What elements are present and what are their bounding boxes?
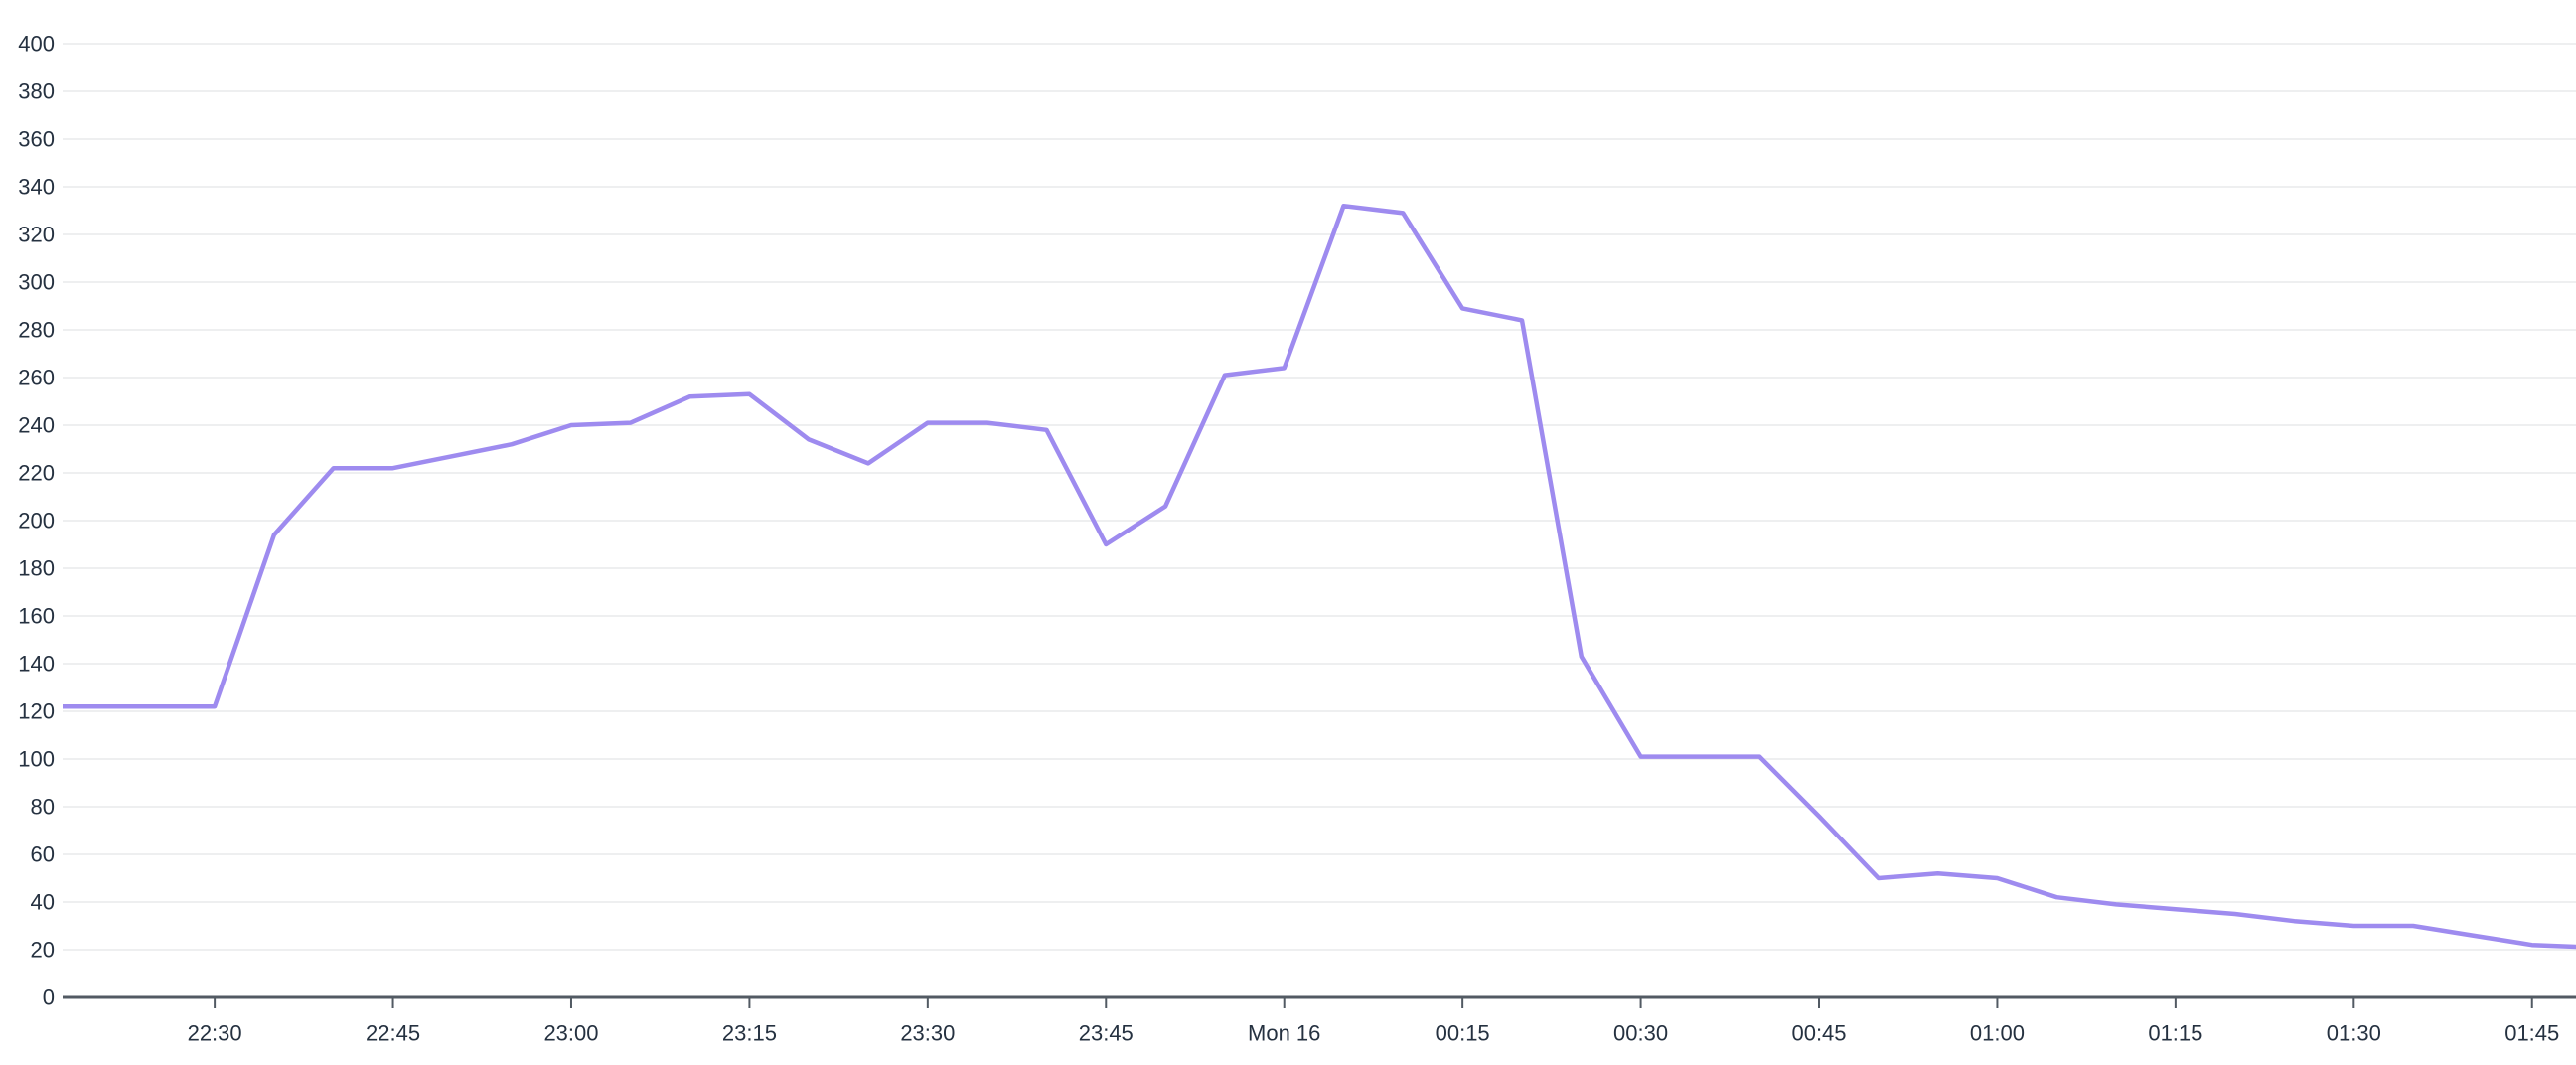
y-axis-labels: 0 20 40 60 80 100 120 140 160 180 200 220 240 260 280 3… [18,32,55,1010]
gridlines [63,43,2576,951]
y-axis-tick-label: 260 [18,366,55,390]
y-axis-tick-label: 80 [31,795,55,820]
x-axis-tick-label: 01:45 [2504,1021,2559,1046]
x-axis-tick-label: 00:45 [1791,1021,1846,1046]
x-axis-tick-label: 23:30 [900,1021,955,1046]
y-axis-tick-label: 340 [18,175,55,200]
y-axis-tick-label: 240 [18,413,55,438]
y-axis-tick-label: 380 [18,79,55,104]
x-axis-tick-label: Mon 16 [1248,1021,1320,1046]
x-axis-tick-label: 00:15 [1436,1021,1490,1046]
y-axis-tick-label: 140 [18,652,55,677]
x-axis-ticks: 22:30 22:45 23:00 23:15 23:30 23:45 Mon 16 00:1… [188,997,2559,1046]
x-axis-tick-label: 23:00 [543,1021,598,1046]
y-axis-tick-label: 360 [18,127,55,152]
y-axis-tick-label: 180 [18,556,55,581]
x-axis-tick-label: 00:30 [1613,1021,1668,1046]
y-axis-tick-label: 0 [43,986,55,1010]
x-axis-tick-label: 23:45 [1079,1021,1134,1046]
y-axis-tick-label: 400 [18,32,55,57]
y-axis-tick-label: 300 [18,270,55,295]
x-axis-tick-label: 01:30 [2327,1021,2381,1046]
y-axis-tick-label: 320 [18,223,55,247]
y-axis-tick-label: 200 [18,509,55,533]
y-axis-tick-label: 40 [31,890,55,915]
x-axis-tick-label: 23:15 [722,1021,777,1046]
y-axis-tick-label: 120 [18,699,55,724]
x-axis-tick-label: 22:30 [188,1021,242,1046]
y-axis-tick-label: 220 [18,461,55,486]
x-axis-tick-label: 01:15 [2148,1021,2202,1046]
series-line [63,203,2576,950]
x-axis-tick-label: 01:00 [1970,1021,2025,1046]
x-axis-tick-label: 22:45 [366,1021,420,1046]
y-axis-tick-label: 100 [18,747,55,772]
y-axis-tick-label: 60 [31,842,55,867]
y-axis-tick-label: 20 [31,938,55,963]
y-axis-tick-label: 160 [18,604,55,629]
y-axis-tick-label: 280 [18,318,55,343]
